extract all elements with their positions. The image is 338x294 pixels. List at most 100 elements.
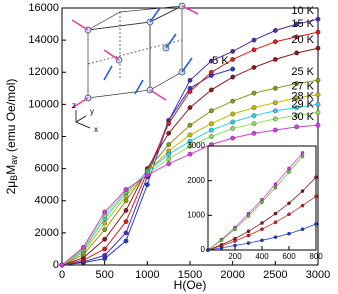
data-point [59,262,65,268]
data-point [166,156,172,162]
data-point [230,119,236,125]
axis-letter: x [94,125,98,134]
data-point [251,121,257,127]
series-label: 20 K [291,34,314,46]
x-tick-label: 0 [59,269,65,281]
data-point [251,105,257,110]
x-tick-label: 2500 [263,269,287,281]
crystal-diagram: z yx [71,2,199,134]
spin-arrow [71,97,89,109]
data-point [294,113,300,118]
data-point [230,135,236,141]
y-tick-label: 0 [53,259,59,271]
data-point [102,246,108,252]
data-point [315,110,321,115]
data-point [230,74,236,80]
data-point [123,238,129,244]
data-point [294,50,300,56]
y-tick-label: 1000 [187,210,205,219]
data-point [272,127,278,133]
data-point [273,220,278,225]
data-point [208,87,214,93]
x-tick-label: 200 [228,252,242,261]
data-point [219,238,224,243]
data-point [294,21,300,27]
y-tick-label: 3000 [187,141,205,150]
x-tick-label: 2000 [220,269,244,281]
data-point [315,92,321,98]
data-point [230,98,236,104]
data-point [260,227,264,231]
data-point [230,111,236,117]
data-point [315,77,321,83]
data-point [287,231,291,236]
data-point [166,161,172,167]
data-point [208,134,214,139]
data-point [314,222,318,226]
data-point [272,39,278,45]
data-point [187,143,193,149]
spin-arrow [181,5,199,15]
data-point [300,151,305,155]
data-point [230,49,236,54]
data-point [314,175,318,179]
y-axis-label-part: B [9,175,19,181]
x-tick-label: 600 [282,252,296,261]
data-point [251,113,257,118]
data-point [246,233,251,238]
series-label: 27 K [291,81,314,93]
data-point [273,235,278,239]
data-point [272,116,278,122]
data-point [230,126,236,131]
y-tick-label: 2000 [187,176,205,185]
y-axis-label: 2μBMav (emu Oe/mol) [4,79,19,195]
data-point [246,241,251,245]
data-point [187,77,193,83]
data-point [273,211,278,216]
spin-arrow [103,65,113,81]
series-line [207,156,303,251]
data-point [123,219,129,224]
axis-letter: y [90,107,94,116]
data-point [251,130,257,136]
data-point [102,220,108,226]
data-point [208,121,214,127]
x-tick-label: 1000 [135,269,159,281]
data-point [102,227,108,233]
data-point [187,132,193,138]
y-axis-label-part: av [9,155,19,165]
data-point [287,201,291,205]
data-point [294,81,300,86]
data-point [287,166,291,171]
data-point [230,57,236,62]
data-point [300,154,305,159]
y-tick-label: 14000 [28,34,59,46]
y-tick-label: 2000 [35,227,59,239]
data-point [294,124,300,130]
data-point [273,182,278,186]
y-axis-label-part: M [4,165,18,175]
data-point [294,105,300,110]
data-point [230,66,236,72]
data-point [144,182,150,188]
series-label: 15 K [291,18,314,30]
data-point [315,29,321,35]
data-point [251,37,257,43]
data-point [208,58,214,64]
data-point [208,69,214,75]
y-axis-label-part: 2μ [4,181,18,195]
x-tick-label: 3000 [306,269,330,281]
data-point [260,221,264,225]
data-point [246,229,251,234]
data-point [144,172,150,178]
y-tick-label: 8000 [35,130,59,142]
data-point [187,122,193,128]
data-point [272,57,278,62]
data-point [233,243,237,248]
data-point [260,238,264,243]
data-point [166,151,172,157]
axis-arrow [75,121,91,129]
data-point [315,122,321,128]
y-axis-label-part: (emu Oe/mol) [4,79,18,156]
axis-arrow [75,115,87,123]
